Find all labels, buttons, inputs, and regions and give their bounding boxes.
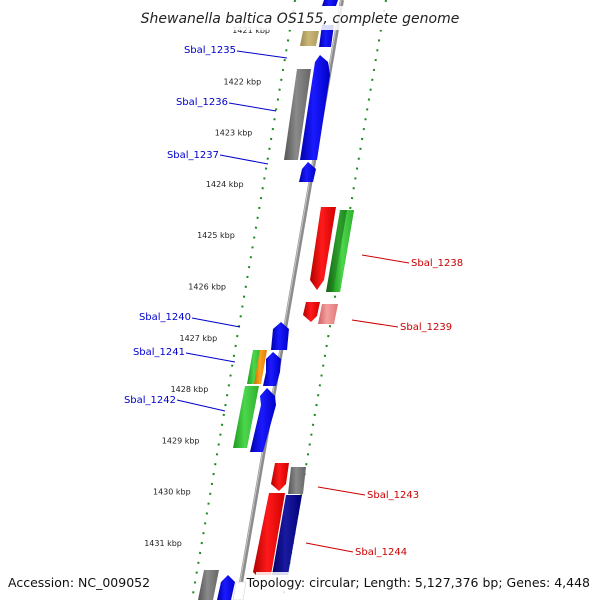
gene-block-gray-1243[interactable] [288, 467, 306, 494]
gene-block-khaki-1235[interactable] [300, 31, 319, 46]
kbp-tick-label: 1422 kbp [223, 77, 261, 86]
gene-block-green-1238b[interactable] [333, 210, 354, 292]
gene-label-leader [236, 50, 288, 59]
gene-sbal-1239[interactable] [303, 302, 320, 322]
gene-sbal-1240[interactable] [271, 322, 289, 350]
kbp-tick-label: 1429 kbp [162, 436, 200, 445]
kbp-tick-label: 1421 kbp [232, 26, 270, 35]
gene-label[interactable]: Sbal_1238 [411, 258, 463, 269]
gene-block-white-bottom [232, 581, 247, 600]
gene-block-green-1242[interactable] [233, 386, 259, 448]
kbp-scale: 1421 kbp 1422 kbp 1423 kbp 1424 kbp 1425 kbp… [144, 26, 270, 548]
kbp-tick-label: 1430 kbp [153, 488, 191, 497]
kbp-tick-label: 1425 kbp [197, 231, 235, 240]
gene-label[interactable]: Sbal_1242 [124, 395, 176, 406]
gene-labels: Sbal_1235 Sbal_1236 Sbal_1237 Sbal_1238 Sbal… [124, 45, 463, 558]
right-dotted-guide [282, 0, 387, 600]
gene-label-leader [317, 486, 366, 496]
gene-label-leader [305, 542, 354, 553]
gene-sbal-1242[interactable] [250, 388, 276, 452]
kbp-tick-label: 1428 kbp [171, 385, 209, 394]
gene-label[interactable]: Sbal_1244 [355, 547, 407, 558]
kbp-tick-label: 1423 kbp [215, 129, 253, 138]
gene-label[interactable]: Sbal_1236 [176, 97, 228, 108]
kbp-tick-label: 1431 kbp [144, 539, 182, 548]
kbp-tick-label: 1427 kbp [179, 334, 217, 343]
map-title: Shewanella baltica OS155, complete genom… [141, 11, 460, 27]
left-dotted-guide [191, 0, 296, 600]
gene-block-gray-1236[interactable] [284, 69, 311, 160]
gene-label-leader [185, 352, 236, 363]
gene-label-leader [228, 102, 277, 112]
gene-sbal-1237[interactable] [299, 162, 316, 182]
gene-label[interactable]: Sbal_1241 [133, 347, 185, 358]
gene-block-blue-bottom[interactable] [217, 575, 235, 600]
gene-block-pink-1239[interactable] [318, 304, 338, 324]
footer-background-left [2, 572, 152, 594]
kbp-tick-label: 1424 kbp [206, 180, 244, 189]
gene-label-leader [219, 154, 269, 165]
gene-block-orange-1241[interactable] [254, 350, 267, 384]
accession-text: Accession: NC_009052 [8, 575, 150, 590]
gene-label[interactable]: Sbal_1235 [184, 45, 236, 56]
gene-label[interactable]: Sbal_1243 [367, 490, 419, 501]
gene-sbal-1243[interactable] [271, 463, 289, 491]
gene-sbal-1244[interactable] [253, 493, 285, 575]
gene-label-leader [361, 254, 410, 264]
title-background [140, 6, 462, 30]
gene-label[interactable]: Sbal_1237 [167, 150, 219, 161]
gene-label[interactable]: Sbal_1239 [400, 322, 452, 333]
footer-background-right [256, 572, 596, 594]
gene-block-green-1241[interactable] [247, 350, 262, 384]
topology-text: Topology: circular; Length: 5,127,376 bp… [246, 575, 590, 590]
gene-label-leader [176, 399, 226, 412]
gene-block-gray-bottom[interactable] [198, 570, 219, 600]
gene-sbal-1236[interactable] [300, 55, 330, 160]
gene-sbal-1241[interactable] [263, 352, 281, 386]
gene-sbal-1238[interactable] [310, 207, 336, 290]
gene-block-navy-1244[interactable] [272, 495, 302, 575]
gene-label-leader [191, 317, 241, 328]
gene-label[interactable]: Sbal_1240 [139, 312, 191, 323]
kbp-tick-label: 1426 kbp [188, 283, 226, 292]
gene-block-blue-top[interactable] [322, 0, 338, 6]
gene-sbal-1235[interactable] [319, 25, 334, 47]
gene-label-leader [351, 319, 399, 328]
